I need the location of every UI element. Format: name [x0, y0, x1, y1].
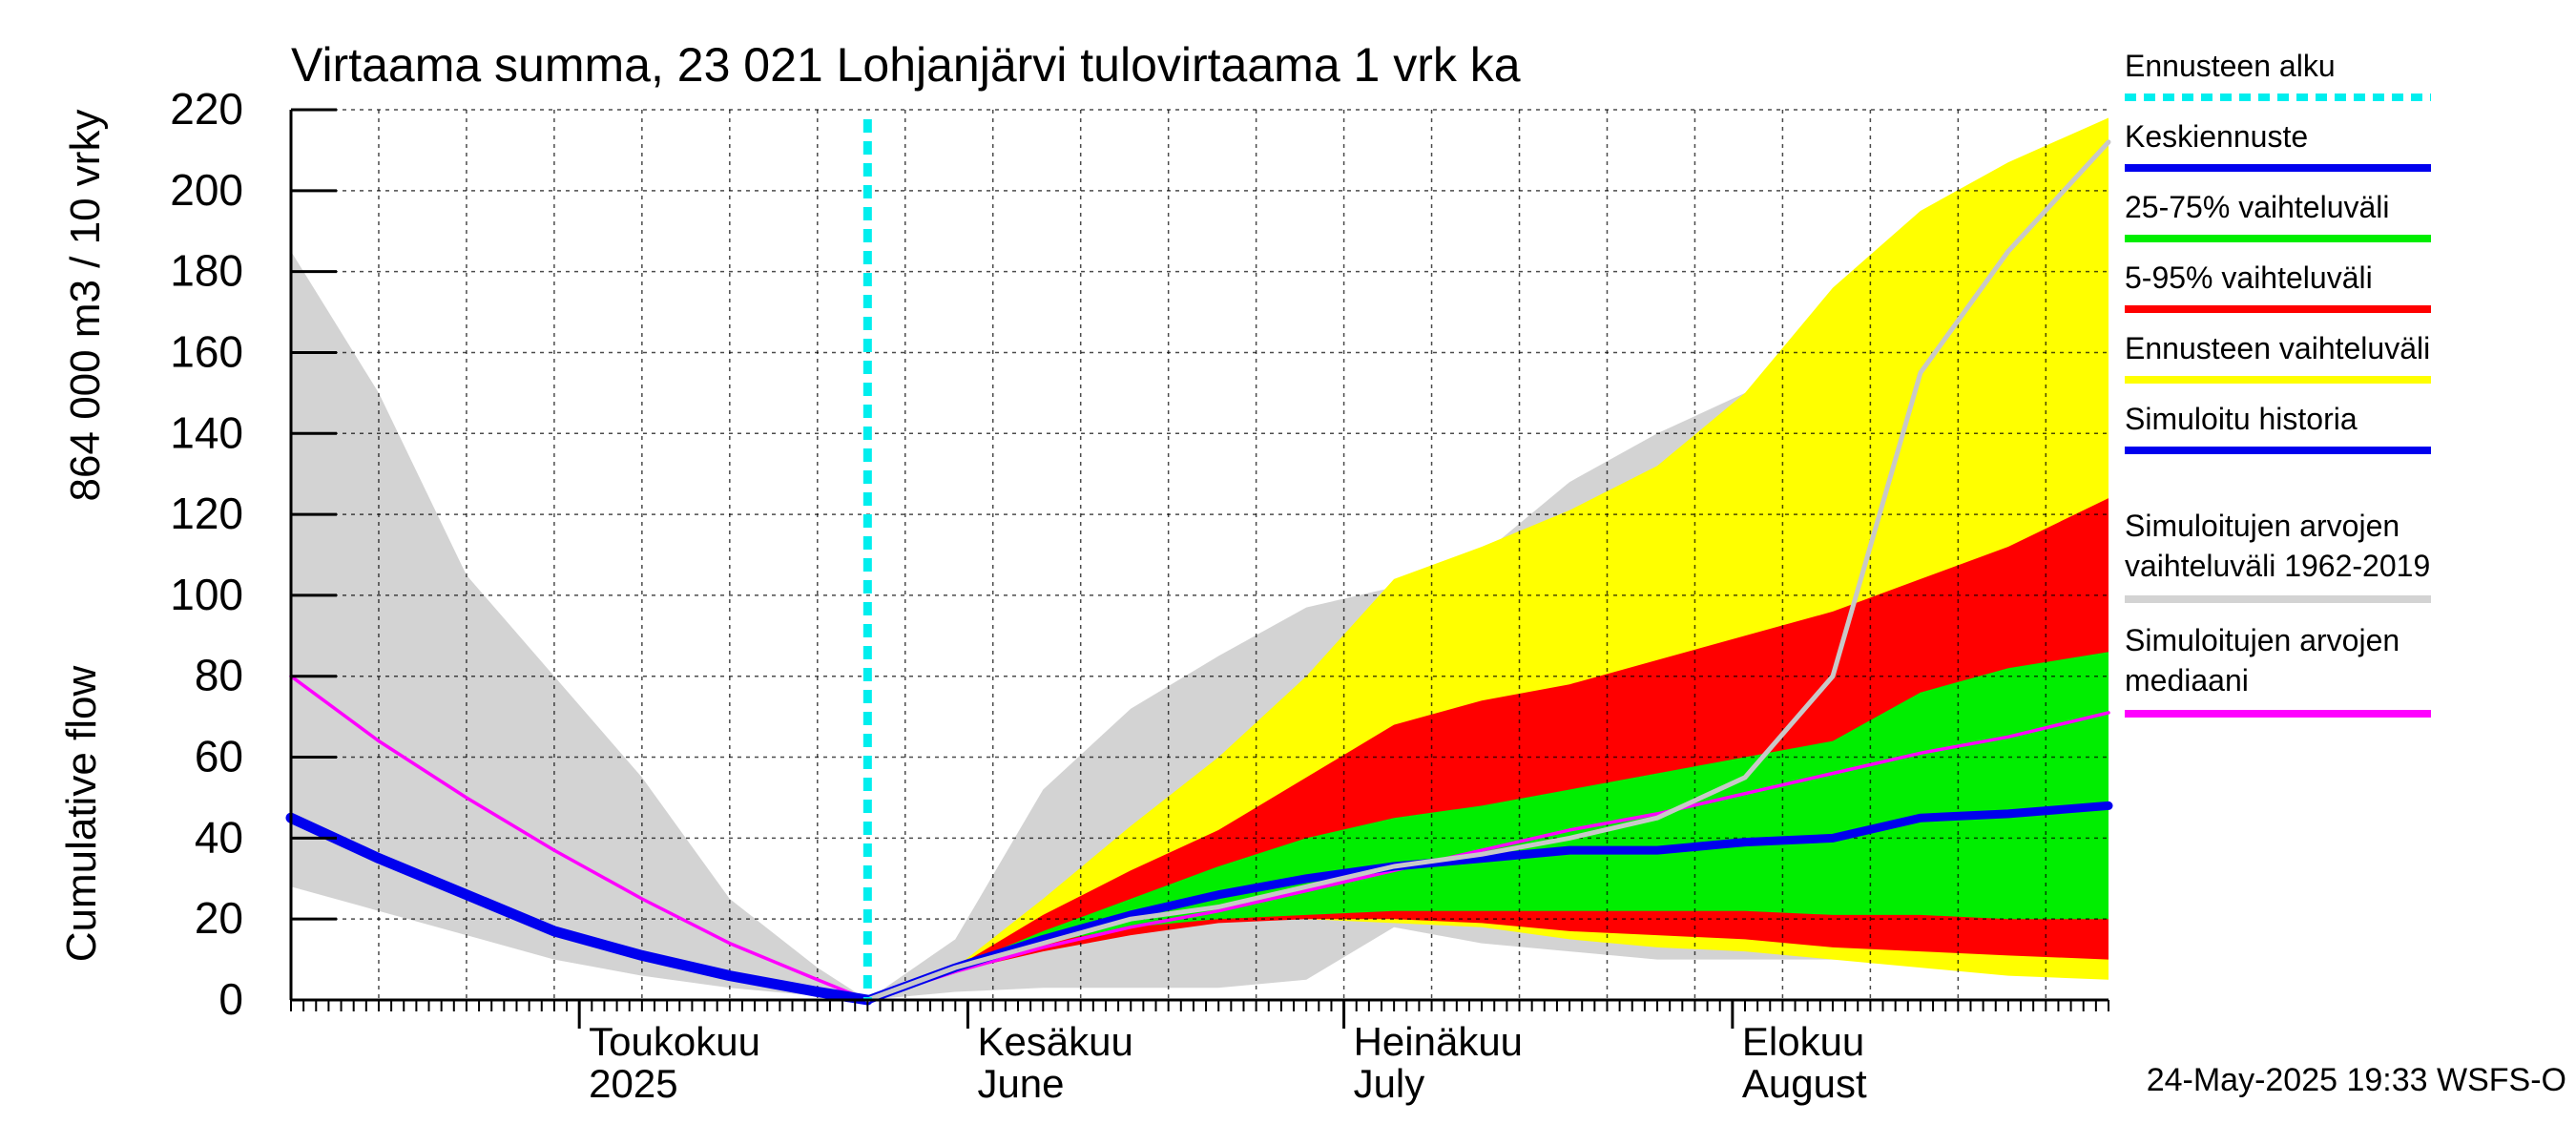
y-tick-label-40: 40	[195, 812, 243, 862]
y-axis-label-bottom: Cumulative flow	[58, 666, 105, 963]
legend-label-7-b: mediaani	[2125, 663, 2249, 697]
series-line-2	[862, 801, 2113, 1005]
chart-title: Virtaama summa, 23 021 Lohjanjärvi tulov…	[291, 38, 1521, 92]
series-line-1	[285, 812, 873, 1006]
legend-label-3: 5-95% vaihteluväli	[2125, 260, 2373, 295]
y-tick-label-100: 100	[170, 570, 243, 619]
y-tick-label-120: 120	[170, 489, 243, 538]
y-tick-label-80: 80	[195, 651, 243, 700]
legend-label-6: Simuloitujen arvojen	[2125, 509, 2399, 543]
series-line-3	[864, 139, 2111, 1003]
x-month-sublabel-1: June	[977, 1061, 1064, 1106]
y-tick-label-180: 180	[170, 246, 243, 296]
x-month-sublabel-2: July	[1354, 1061, 1425, 1106]
y-tick-label-20: 20	[195, 893, 243, 943]
legend-label-0: Ennusteen alku	[2125, 49, 2336, 83]
legend-label-4: Ennusteen vaihteluväli	[2125, 331, 2430, 365]
legend-label-2: 25-75% vaihteluväli	[2125, 190, 2390, 224]
y-tick-label-220: 220	[170, 84, 243, 134]
x-month-label-3: Elokuu	[1742, 1019, 1864, 1064]
x-month-label-1: Kesäkuu	[977, 1019, 1132, 1064]
x-month-sublabel-0: 2025	[589, 1061, 677, 1106]
y-axis-label-top: 864 000 m3 / 10 vrky	[62, 110, 109, 502]
y-tick-label-0: 0	[218, 974, 243, 1024]
x-month-label-0: Toukokuu	[589, 1019, 760, 1064]
band-layer	[291, 117, 2109, 1000]
footer-timestamp: 24-May-2025 19:33 WSFS-O	[2147, 1062, 2566, 1098]
grid-layer	[291, 109, 2109, 1000]
legend-label-7: Simuloitujen arvojen	[2125, 623, 2399, 657]
x-month-sublabel-3: August	[1742, 1061, 1867, 1106]
y-tick-label-160: 160	[170, 326, 243, 376]
axes-layer: 0 20 40 60 80 100 120 140 160 180 200 220 Toukokuu20…	[170, 84, 2109, 1106]
y-tick-label-60: 60	[195, 732, 243, 781]
legend-label-6-b: vaihteluväli 1962-2019	[2125, 549, 2430, 583]
x-month-label-2: Heinäkuu	[1354, 1019, 1523, 1064]
legend-label-1: Keskiennuste	[2125, 119, 2308, 154]
legend: Ennusteen alku Keskiennuste 25-75% vaihtel…	[2125, 49, 2431, 718]
series-line-0	[289, 674, 2110, 1002]
line-layer	[285, 119, 2113, 1006]
y-tick-label-200: 200	[170, 165, 243, 215]
y-tick-label-140: 140	[170, 407, 243, 457]
legend-label-5: Simuloitu historia	[2125, 402, 2358, 436]
